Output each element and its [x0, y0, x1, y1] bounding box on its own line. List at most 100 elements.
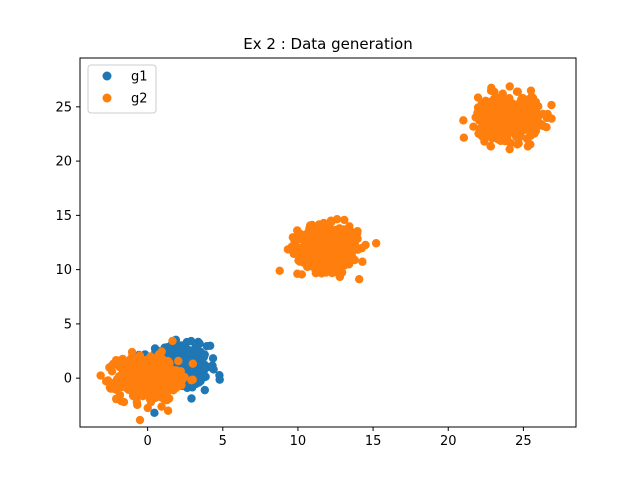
- point-g2: [529, 116, 538, 126]
- point-g2: [312, 235, 322, 244]
- point-g2: [168, 336, 177, 346]
- series-g2: [96, 82, 556, 425]
- point-g2: [131, 387, 141, 397]
- y-tick-label: 0: [64, 372, 72, 387]
- point-g2: [511, 112, 521, 121]
- point-g2: [494, 123, 504, 132]
- point-g2: [108, 361, 117, 371]
- point-g2: [127, 347, 137, 357]
- point-g2: [505, 82, 514, 91]
- point-g2: [163, 406, 173, 415]
- point-g2: [157, 393, 166, 402]
- point-g2: [528, 126, 538, 136]
- point-g2: [508, 104, 518, 114]
- point-g2: [539, 121, 548, 131]
- point-g1: [200, 385, 210, 395]
- point-g2: [513, 87, 523, 96]
- y-tick-label: 20: [55, 155, 72, 170]
- point-g2: [297, 270, 306, 279]
- point-g2: [337, 268, 347, 277]
- point-g1: [201, 372, 210, 381]
- point-g2: [153, 380, 163, 390]
- x-tick-label: 10: [290, 434, 307, 449]
- point-g2: [523, 142, 533, 151]
- point-g2: [521, 125, 531, 134]
- point-g2: [350, 236, 360, 245]
- point-g2: [342, 241, 351, 251]
- point-g2: [341, 249, 351, 258]
- point-g2: [506, 123, 515, 133]
- point-g1: [199, 365, 209, 374]
- points-layer: [96, 82, 556, 425]
- point-g2: [322, 227, 332, 237]
- legend-marker-g2: [102, 93, 112, 103]
- x-tick-label: 25: [515, 434, 532, 449]
- point-g2: [157, 402, 166, 411]
- point-g2: [320, 246, 330, 255]
- point-g2: [294, 256, 303, 265]
- point-g2: [522, 118, 531, 127]
- x-tick-label: 5: [219, 434, 227, 449]
- point-g2: [124, 385, 133, 394]
- point-g2: [361, 240, 370, 250]
- x-axis: 0 5 10 15 20 25: [143, 427, 532, 449]
- point-g2: [314, 263, 324, 272]
- point-g2: [115, 390, 125, 400]
- point-g2: [187, 376, 196, 385]
- point-g1: [150, 408, 159, 418]
- point-g2: [522, 134, 532, 144]
- point-g2: [307, 227, 316, 236]
- x-tick-label: 15: [365, 434, 382, 449]
- point-g2: [188, 359, 198, 368]
- point-g2: [303, 262, 312, 272]
- point-g2: [332, 258, 341, 267]
- point-g2: [132, 397, 142, 407]
- point-g2: [517, 94, 527, 103]
- point-g2: [118, 378, 127, 388]
- point-g2: [494, 135, 504, 144]
- point-g2: [505, 144, 514, 154]
- point-g2: [527, 92, 536, 101]
- point-g2: [154, 363, 163, 372]
- point-g2: [480, 129, 489, 139]
- point-g2: [334, 244, 343, 253]
- x-tick-label: 0: [143, 434, 151, 449]
- y-tick-label: 25: [55, 100, 72, 115]
- point-g2: [353, 245, 363, 254]
- point-g2: [96, 371, 105, 380]
- point-g2: [520, 108, 530, 118]
- y-axis: 0 5 10 15 20 25: [55, 100, 80, 387]
- point-g2: [119, 397, 129, 407]
- point-g2: [163, 369, 172, 378]
- point-g2: [169, 366, 178, 375]
- point-g2: [157, 347, 166, 356]
- point-g2: [124, 358, 134, 367]
- legend-marker-g1: [102, 71, 112, 81]
- legend-label-g2: g2: [131, 92, 148, 107]
- point-g2: [534, 102, 543, 111]
- point-g2: [350, 255, 359, 265]
- point-g2: [358, 257, 367, 266]
- point-g2: [533, 110, 543, 119]
- y-tick-label: 15: [55, 209, 72, 224]
- point-g2: [340, 215, 349, 225]
- y-tick-label: 10: [55, 263, 72, 278]
- point-g2: [275, 266, 284, 276]
- point-g2: [293, 226, 302, 235]
- point-g2: [328, 249, 337, 259]
- point-g2: [514, 139, 523, 148]
- point-g2: [149, 371, 158, 380]
- point-g2: [547, 100, 556, 110]
- point-g1: [205, 341, 215, 350]
- point-g2: [486, 141, 495, 151]
- point-g2: [132, 373, 142, 383]
- x-tick-label: 20: [440, 434, 457, 449]
- point-g2: [101, 377, 111, 386]
- legend-label-g1: g1: [131, 70, 148, 85]
- point-g2: [290, 240, 300, 249]
- point-g2: [330, 231, 339, 240]
- axes-frame: [79, 57, 577, 428]
